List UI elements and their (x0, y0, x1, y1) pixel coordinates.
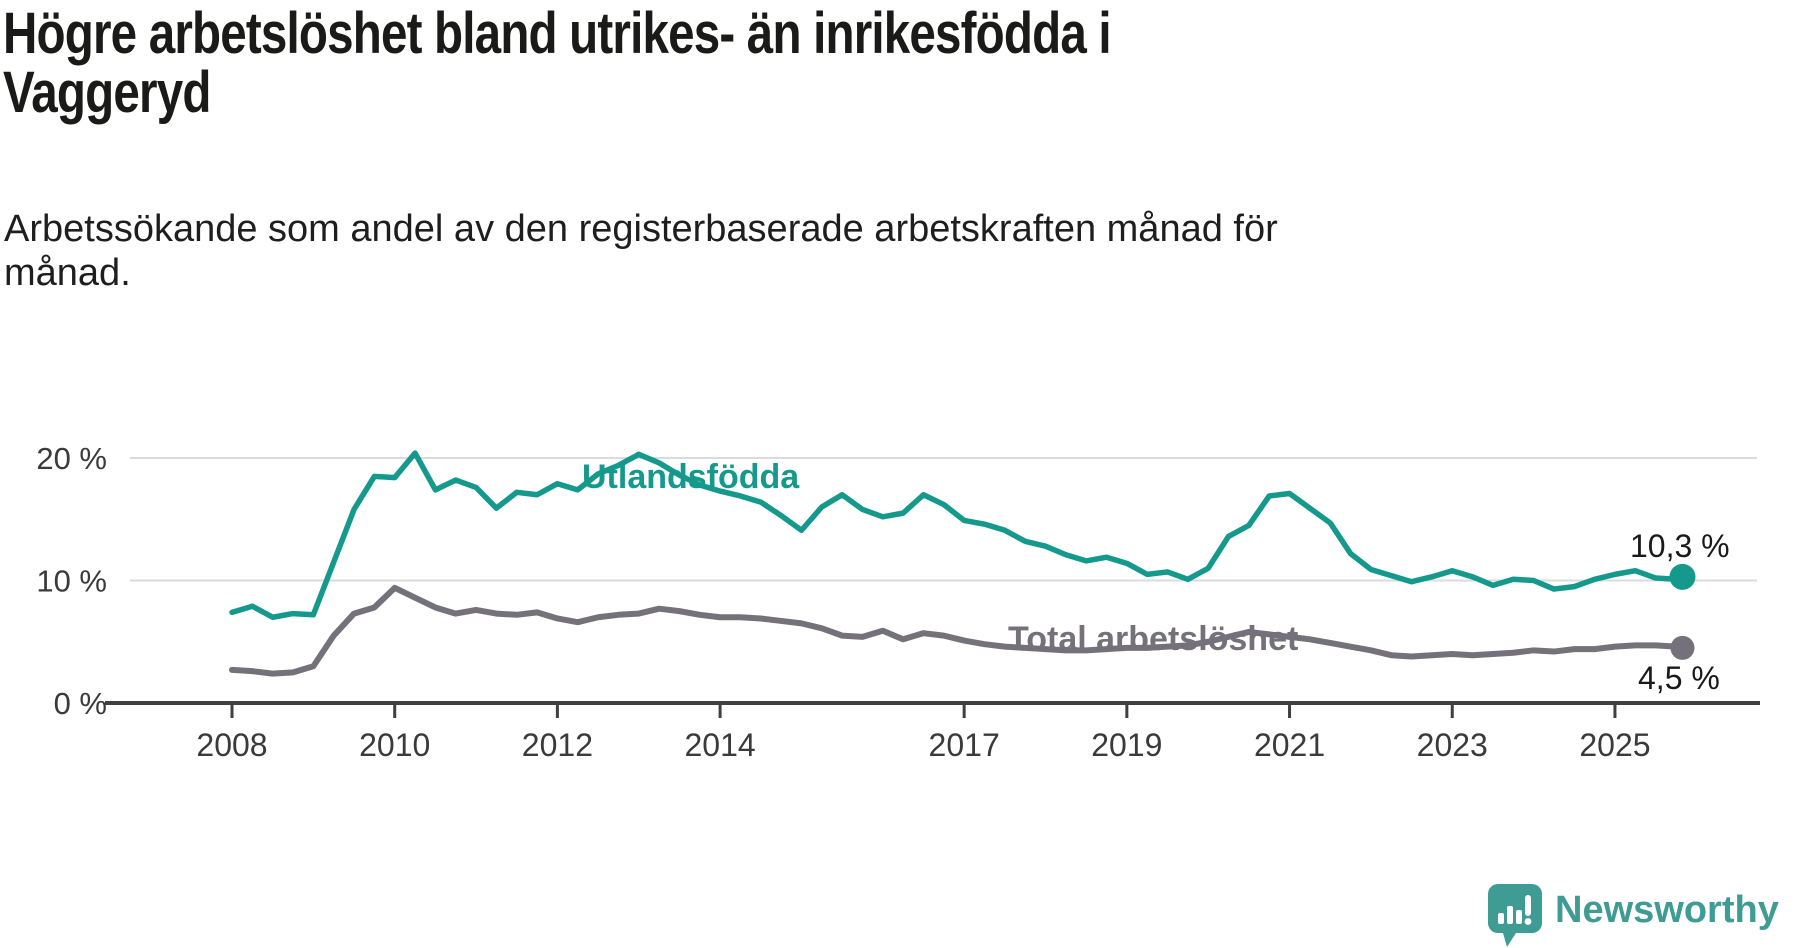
x-axis-tick-label: 2014 (685, 727, 756, 763)
series-end-dot-total-arbetsloshet (1670, 635, 1695, 660)
series-line-total-arbetsloshet (229, 584, 1686, 677)
exclamation-mark-stem (1525, 895, 1531, 916)
x-axis-tick-label: 2021 (1254, 727, 1325, 763)
end-value-label-total: 4,5 % (1638, 660, 1720, 696)
x-axis-tick-label: 2008 (196, 727, 267, 763)
x-axis-tick-label: 2019 (1091, 727, 1162, 763)
x-axis-tick-label: 2017 (929, 727, 1000, 763)
chart-subtitle-line1: Arbetssökande som andel av den registerb… (4, 208, 1278, 250)
x-axis-tick-label: 2012 (522, 727, 593, 763)
speech-bubble-shape (1488, 884, 1542, 947)
y-axis-tick-label: 10 % (36, 564, 107, 599)
end-value-label-utlandsfodda: 10,3 % (1630, 528, 1730, 564)
chart-title-line2: Vaggeryd (3, 60, 211, 125)
bar-chart-bar-2 (1507, 906, 1513, 924)
newsworthy-speech-bubble-chart-icon (1488, 884, 1542, 947)
series-line-utlandsfodda (229, 450, 1686, 620)
chart-subtitle: Arbetssökande som andel av den registerb… (4, 207, 1278, 295)
y-axis-tick-label: 0 % (54, 686, 107, 721)
newsworthy-logo: Newsworthy (1488, 884, 1779, 948)
y-axis-tick-label: 20 % (36, 441, 107, 476)
series-label-utlandsfodda: Utlandsfödda (582, 458, 800, 496)
bar-chart-bar-1 (1498, 913, 1504, 924)
newsworthy-wordmark: Newsworthy (1555, 889, 1779, 931)
x-axis-tick-label: 2025 (1579, 727, 1650, 763)
chart-title: Högre arbetslöshet bland utrikes- än inr… (3, 1, 1112, 125)
exclamation-mark-dot (1524, 918, 1532, 925)
series-end-dot-utlandsfodda (1669, 563, 1696, 590)
x-axis-tick-label: 2023 (1417, 727, 1488, 763)
chart-title-line1: Högre arbetslöshet bland utrikes- än inr… (3, 1, 1112, 66)
series-label-total-arbetsloshet: Total arbetslöshet (1008, 620, 1299, 658)
chart-subtitle-line2: månad. (4, 252, 131, 294)
bar-chart-bar-3 (1516, 910, 1522, 924)
x-axis-tick-label: 2010 (359, 727, 430, 763)
